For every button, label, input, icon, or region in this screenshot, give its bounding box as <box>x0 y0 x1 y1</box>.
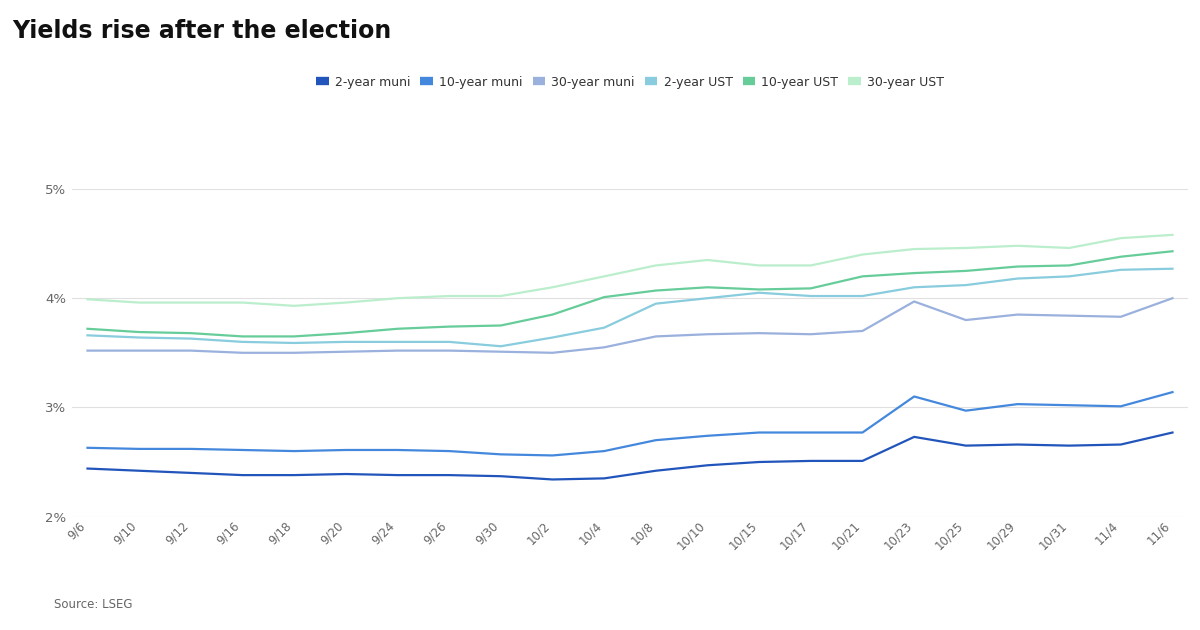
Legend: 2-year muni, 10-year muni, 30-year muni, 2-year UST, 10-year UST, 30-year UST: 2-year muni, 10-year muni, 30-year muni,… <box>311 71 949 94</box>
Text: Source: LSEG: Source: LSEG <box>54 598 132 611</box>
Text: Yields rise after the election: Yields rise after the election <box>12 19 391 43</box>
